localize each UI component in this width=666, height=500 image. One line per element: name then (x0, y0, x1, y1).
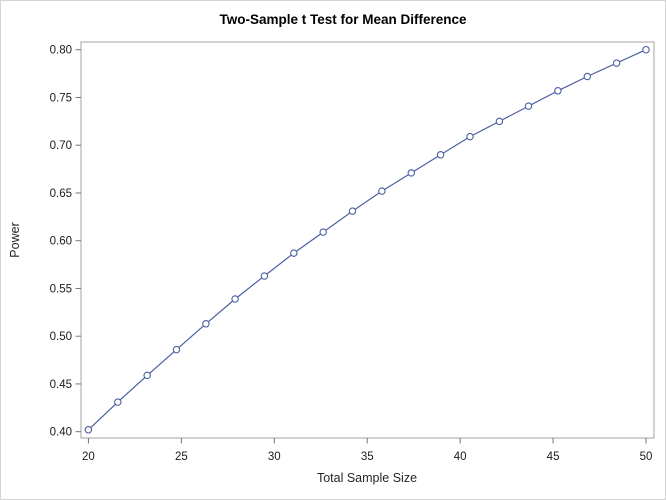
data-point-marker (172, 345, 181, 354)
x-tick-label: 25 (175, 451, 188, 463)
x-tick-label: 20 (82, 451, 95, 463)
x-tick-label: 30 (268, 451, 281, 463)
x-tick-label: 45 (547, 451, 560, 463)
y-tick-label: 0.55 (50, 283, 72, 295)
data-point-marker (84, 426, 93, 434)
y-tick-label: 0.50 (50, 331, 72, 343)
data-point-marker (290, 249, 298, 257)
x-tick-label: 35 (361, 451, 374, 463)
plot-area-frame (80, 41, 655, 439)
data-point-marker (583, 72, 592, 81)
y-tick-label: 0.65 (50, 188, 72, 200)
data-point-marker (231, 295, 239, 303)
data-point-marker (202, 320, 210, 328)
data-point-marker (466, 132, 474, 141)
data-point-marker (378, 187, 386, 195)
data-point-marker (143, 371, 151, 380)
data-point-marker (114, 398, 122, 406)
data-point-marker (524, 102, 533, 110)
y-tick-label: 0.80 (50, 45, 72, 57)
data-point-marker (407, 169, 416, 177)
y-tick-label: 0.70 (50, 140, 72, 152)
data-point-marker (554, 87, 562, 95)
data-point-marker (319, 228, 327, 236)
x-axis-label: Total Sample Size (317, 471, 417, 485)
series-group (84, 45, 650, 434)
power-curve-line (87, 49, 647, 431)
data-point-marker (348, 207, 357, 215)
data-point-marker (260, 272, 269, 280)
y-tick-label: 0.40 (50, 427, 72, 439)
data-point-marker (642, 45, 650, 54)
y-tick-label: 0.60 (50, 236, 72, 248)
x-tick-label: 50 (640, 451, 653, 463)
x-axis: 20 25 30 35 40 45 50 (82, 438, 652, 463)
data-point-marker (436, 151, 445, 159)
y-tick-label: 0.75 (50, 92, 72, 104)
y-tick-label: 0.45 (50, 379, 72, 391)
data-point-marker (495, 117, 504, 126)
y-axis-label: Power (8, 222, 22, 257)
x-tick-label: 40 (454, 451, 467, 463)
data-point-marker (612, 59, 621, 67)
chart-title: Two-Sample t Test for Mean Difference (219, 12, 467, 27)
y-axis: 0.80 0.75 0.70 0.65 0.60 0.55 0.50 0.45 0.40 (50, 45, 81, 439)
